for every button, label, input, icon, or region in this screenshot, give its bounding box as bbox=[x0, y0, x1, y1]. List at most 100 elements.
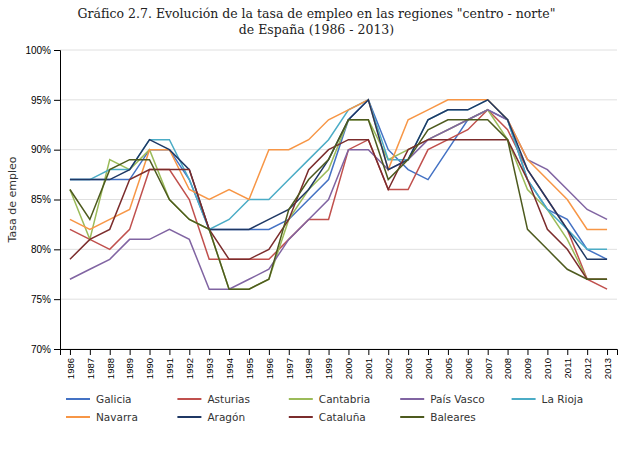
y-axis-line bbox=[54, 51, 61, 350]
y-tick-mark bbox=[54, 249, 60, 250]
legend-label: Cataluña bbox=[319, 411, 366, 423]
x-tick-label: 2001 bbox=[363, 358, 374, 379]
x-tick-mark bbox=[508, 349, 509, 355]
y-axis-title: Tasa de empleo bbox=[6, 156, 19, 243]
x-tick: 2008 bbox=[502, 349, 513, 379]
grid-line bbox=[60, 299, 617, 300]
x-tick-mark bbox=[348, 349, 349, 355]
y-tick-label: 80% bbox=[31, 244, 51, 255]
y-tick-label: 100% bbox=[25, 45, 51, 56]
x-tick: 2001 bbox=[363, 349, 374, 379]
x-tick-label: 1989 bbox=[124, 358, 135, 379]
y-tick: 95% bbox=[31, 95, 60, 106]
x-tick: 2002 bbox=[383, 349, 394, 379]
grid-line bbox=[60, 249, 617, 250]
x-tick-label: 2011 bbox=[562, 358, 573, 378]
x-tick-label: 1993 bbox=[204, 358, 215, 379]
y-tick-mark bbox=[54, 349, 60, 350]
y-tick: 100% bbox=[25, 45, 60, 56]
y-axis: 70% 75% 80% 85% 90% 95% 100% bbox=[25, 45, 60, 355]
y-tick-label: 70% bbox=[31, 344, 51, 355]
x-tick-label: 2004 bbox=[423, 358, 434, 379]
x-tick-label: 2000 bbox=[343, 358, 354, 379]
x-tick-label: 1998 bbox=[303, 358, 314, 379]
x-tick-label: 1997 bbox=[284, 358, 295, 379]
legend-swatch bbox=[400, 416, 424, 418]
x-tick-label: 1988 bbox=[105, 358, 116, 379]
y-tick: 90% bbox=[31, 144, 60, 155]
x-tick: 1988 bbox=[105, 349, 116, 379]
x-tick: 1999 bbox=[323, 349, 334, 379]
x-tick: 2013 bbox=[602, 349, 613, 379]
legend-swatch bbox=[289, 416, 313, 418]
legend-item: Cantabria bbox=[289, 393, 370, 405]
x-tick-mark bbox=[209, 349, 210, 355]
x-tick-label: 1999 bbox=[323, 358, 334, 379]
y-tick-mark bbox=[54, 150, 60, 151]
x-tick-label: 2002 bbox=[383, 358, 394, 379]
y-tick-label: 85% bbox=[31, 194, 51, 205]
legend-label: Cantabria bbox=[319, 393, 370, 405]
x-tick-mark bbox=[110, 349, 111, 355]
x-tick: 1987 bbox=[85, 349, 96, 379]
x-tick-label: 1995 bbox=[244, 358, 255, 379]
title: Gráfico 2.7. Evolución de la tasa de emp… bbox=[78, 6, 556, 37]
legend-item: Baleares bbox=[400, 411, 475, 423]
x-tick: 2007 bbox=[483, 349, 494, 379]
x-tick: 2003 bbox=[403, 349, 414, 379]
x-tick-mark bbox=[130, 349, 131, 355]
x-tick: 1990 bbox=[144, 349, 155, 379]
x-tick: 2011 bbox=[562, 349, 573, 378]
x-tick-mark bbox=[289, 349, 290, 355]
x-tick: 1993 bbox=[204, 349, 215, 379]
x-tick-mark bbox=[527, 349, 528, 355]
x-tick-mark bbox=[607, 349, 608, 355]
x-tick-label: 2010 bbox=[542, 358, 553, 379]
x-tick-label: 1991 bbox=[164, 358, 175, 379]
x-tick-mark bbox=[587, 349, 588, 355]
legend-swatch bbox=[289, 398, 313, 400]
y-tick-mark bbox=[54, 200, 60, 201]
x-tick-mark bbox=[189, 349, 190, 355]
x-tick: 2009 bbox=[522, 349, 533, 379]
grid-line bbox=[60, 199, 617, 200]
x-tick-label: 2003 bbox=[403, 358, 414, 379]
x-tick-label: 2005 bbox=[443, 358, 454, 379]
y-tick: 70% bbox=[31, 344, 60, 355]
x-tick-label: 1987 bbox=[85, 358, 96, 379]
legend-swatch bbox=[400, 398, 424, 400]
x-tick-label: 1986 bbox=[65, 358, 76, 379]
x-tick: 2005 bbox=[443, 349, 454, 379]
legend-item: La Rioja bbox=[512, 393, 584, 405]
x-tick-mark bbox=[408, 349, 409, 355]
legend-swatch bbox=[66, 416, 90, 418]
x-tick: 1991 bbox=[164, 349, 175, 379]
series-line bbox=[70, 110, 607, 289]
x-axis: 1986198719881989199019911992199319941995… bbox=[61, 349, 618, 379]
y-tick-label: 75% bbox=[31, 294, 51, 305]
y-tick: 80% bbox=[31, 244, 60, 255]
y-tick: 85% bbox=[31, 194, 60, 205]
x-tick: 2004 bbox=[423, 349, 434, 379]
legend-item: Asturias bbox=[177, 393, 250, 405]
x-tick-mark bbox=[229, 349, 230, 355]
x-tick-label: 2013 bbox=[602, 358, 613, 379]
series-line bbox=[70, 100, 607, 230]
grid-line bbox=[60, 50, 617, 51]
x-tick: 1989 bbox=[124, 349, 135, 379]
series-line bbox=[70, 110, 607, 289]
x-tick: 1997 bbox=[284, 349, 295, 379]
legend: GaliciaAsturiasCantabriaPaís VascoLa Rio… bbox=[66, 393, 583, 423]
x-tick-mark bbox=[70, 349, 71, 355]
x-tick-mark bbox=[428, 349, 429, 355]
x-tick-label: 1990 bbox=[144, 358, 155, 379]
x-tick-mark bbox=[90, 349, 91, 355]
legend-label: País Vasco bbox=[430, 393, 485, 405]
x-tick-mark bbox=[567, 349, 568, 355]
x-tick-mark bbox=[547, 349, 548, 355]
x-tick-mark bbox=[169, 349, 170, 355]
x-tick-mark bbox=[249, 349, 250, 355]
x-tick-label: 1992 bbox=[184, 358, 195, 379]
legend-item: País Vasco bbox=[400, 393, 485, 405]
legend-swatch bbox=[66, 398, 90, 400]
